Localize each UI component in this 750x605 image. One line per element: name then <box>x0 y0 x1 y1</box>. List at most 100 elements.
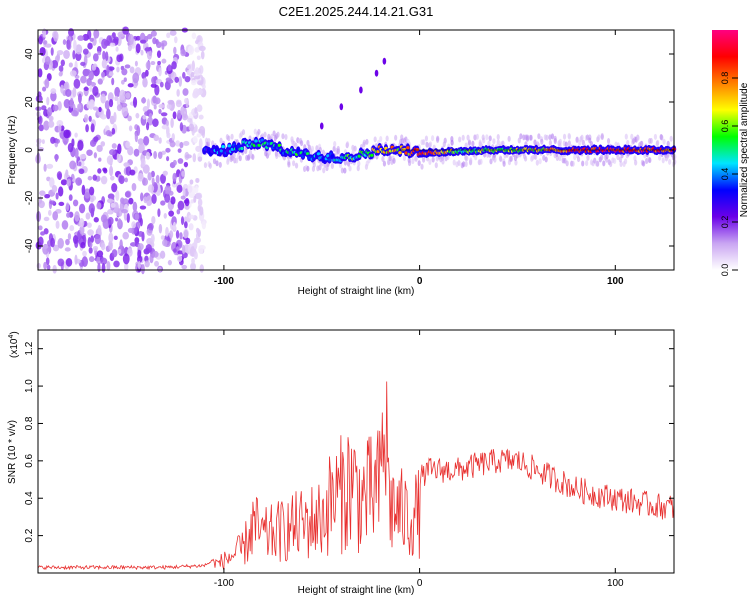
ridge-halo <box>661 157 665 164</box>
noise-blob <box>187 185 193 193</box>
ridge-halo <box>294 142 298 149</box>
ridge-halo <box>502 160 506 167</box>
noise-blob <box>137 230 144 237</box>
noise-blob <box>111 77 115 86</box>
ridge-halo <box>514 159 518 166</box>
ridge-halo <box>562 133 567 140</box>
noise-blob <box>181 113 188 121</box>
ridge-halo <box>241 129 246 136</box>
noise-blob <box>101 263 106 273</box>
noise-blob <box>105 129 112 137</box>
ridge-halo <box>464 142 468 149</box>
ridge-halo <box>575 136 579 143</box>
noise-blob <box>38 225 43 231</box>
ridge-halo <box>660 134 664 141</box>
noise-blob <box>173 46 177 55</box>
noise-blob <box>160 112 168 117</box>
noise-blob <box>51 60 59 69</box>
noise-blob <box>129 169 136 176</box>
ridge-halo <box>618 156 622 163</box>
noise-blob <box>197 198 203 207</box>
noise-blob <box>96 46 102 54</box>
noise-blob <box>165 119 169 127</box>
noise-blob <box>127 44 132 52</box>
noise-blob <box>176 184 183 193</box>
ridge-halo <box>306 165 310 172</box>
noise-blob <box>37 115 43 125</box>
ridge-halo <box>597 134 601 141</box>
noise-blob <box>69 70 77 77</box>
noise-blob <box>87 175 93 181</box>
noise-blob <box>131 221 136 229</box>
noise-blob <box>172 172 177 182</box>
noise-blob <box>55 138 60 144</box>
noise-blob <box>66 178 72 187</box>
noise-blob <box>93 29 100 39</box>
noise-blob <box>170 117 174 129</box>
noise-blob <box>64 247 71 252</box>
noise-blob <box>175 140 181 147</box>
noise-blob <box>37 146 45 152</box>
noise-blob <box>58 186 64 197</box>
noise-blob <box>127 115 132 122</box>
x-tick-label: -100 <box>214 276 234 287</box>
noise-blob <box>77 35 85 41</box>
noise-blob <box>185 237 191 245</box>
ridge-halo <box>247 153 251 160</box>
noise-blob <box>38 124 44 132</box>
noise-blob <box>67 233 72 240</box>
noise-blob <box>134 60 138 67</box>
ridge-halo <box>540 138 544 145</box>
noise-blob <box>180 106 185 116</box>
noise-blob <box>42 40 48 45</box>
ridge-halo <box>276 131 280 138</box>
noise-blob <box>48 177 55 188</box>
noise-blob <box>116 152 122 163</box>
ridge-halo <box>558 155 562 162</box>
ridge-halo <box>273 135 277 142</box>
noise-blob <box>160 173 166 184</box>
noise-blob <box>162 239 168 247</box>
noise-blob <box>200 50 205 60</box>
ridge-core <box>227 144 232 148</box>
noise-blob <box>179 122 184 132</box>
ridge-halo <box>469 157 473 164</box>
noise-blob <box>183 229 189 239</box>
noise-blob <box>127 146 134 156</box>
noise-blob <box>51 184 58 193</box>
branch-blob <box>374 69 379 77</box>
colorbar-label: Normalized spectral amplitude <box>739 82 750 217</box>
ridge-halo <box>461 134 465 141</box>
noise-blob <box>116 54 123 63</box>
noise-blob <box>164 193 171 203</box>
x-tick-label: 0 <box>417 276 423 287</box>
ridge-halo <box>232 152 236 159</box>
ridge-core <box>221 145 225 149</box>
noise-blob <box>165 147 171 153</box>
ridge-halo <box>624 133 628 140</box>
noise-blob <box>184 75 191 83</box>
noise-blob <box>35 94 43 103</box>
noise-blob <box>134 237 140 244</box>
noise-blob <box>195 227 200 234</box>
noise-blob <box>177 148 182 153</box>
ridge-halo <box>653 133 658 140</box>
noise-blob <box>159 81 164 88</box>
noise-blob <box>85 212 91 220</box>
noise-blob <box>107 66 115 71</box>
ridge-halo <box>281 133 285 140</box>
ridge-halo <box>294 162 299 169</box>
ridge-core <box>305 152 310 156</box>
noise-blob <box>100 175 108 185</box>
noise-blob <box>169 141 176 148</box>
noise-blob <box>86 222 92 228</box>
ridge-halo <box>219 137 223 144</box>
ridge-halo <box>336 145 340 152</box>
noise-blob <box>83 86 89 91</box>
noise-blob <box>152 118 159 127</box>
noise-blob <box>195 145 202 152</box>
ridge-halo <box>496 139 500 146</box>
ridge-halo <box>564 141 568 148</box>
noise-blob <box>65 88 72 97</box>
